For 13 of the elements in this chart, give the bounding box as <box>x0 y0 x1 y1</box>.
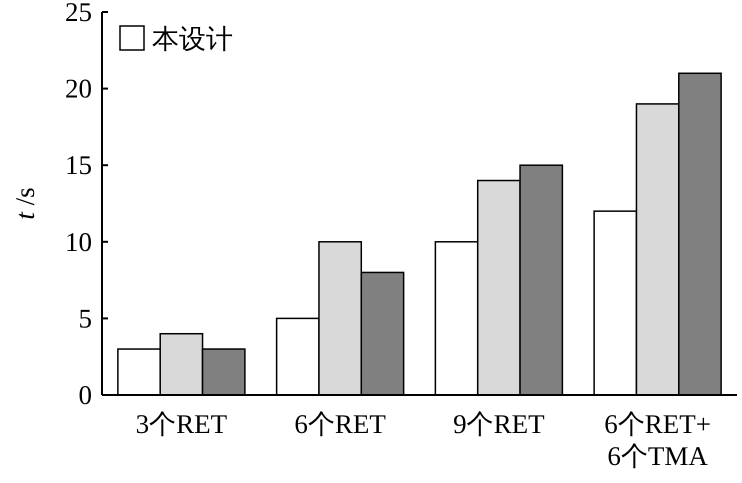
y-tick-label: 25 <box>65 0 92 27</box>
y-tick-label: 0 <box>78 380 92 410</box>
y-tick-label: 10 <box>65 226 92 257</box>
y-tick-label: 15 <box>65 150 92 180</box>
legend-label: 本设计 <box>152 24 233 54</box>
y-tick-label: 5 <box>78 303 92 334</box>
x-tick-label: 6个RET <box>294 409 386 439</box>
y-axis-title: t /s <box>10 187 40 220</box>
x-tick-label: 6个RET+ 6个TMA <box>604 409 711 471</box>
legend: 本设计 <box>119 24 233 54</box>
x-tick-label: 3个RET <box>136 409 228 439</box>
y-tick-label: 20 <box>65 74 92 104</box>
x-tick-label: 9个RET <box>453 409 546 439</box>
